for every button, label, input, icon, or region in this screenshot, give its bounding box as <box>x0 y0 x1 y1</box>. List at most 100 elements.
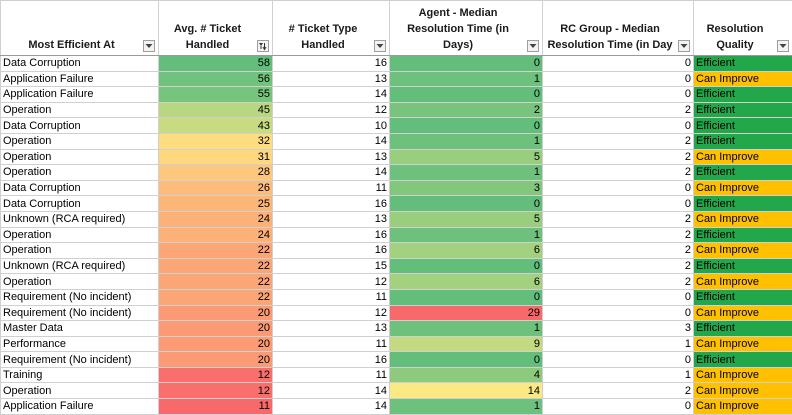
cell-avg-ticket-handled[interactable]: 28 <box>159 165 273 181</box>
cell-agent-median-time[interactable]: 9 <box>390 336 543 352</box>
cell-avg-ticket-handled[interactable]: 25 <box>159 196 273 212</box>
cell-most-efficient-at[interactable]: Operation <box>1 102 159 118</box>
cell-agent-median-time[interactable]: 29 <box>390 305 543 321</box>
cell-resolution-quality[interactable]: Can Improve <box>694 71 792 87</box>
cell-resolution-quality[interactable]: Can Improve <box>694 336 792 352</box>
cell-rc-group-median-time[interactable]: 2 <box>543 102 694 118</box>
cell-avg-ticket-handled[interactable]: 22 <box>159 243 273 259</box>
cell-rc-group-median-time[interactable]: 2 <box>543 227 694 243</box>
cell-rc-group-median-time[interactable]: 2 <box>543 258 694 274</box>
cell-agent-median-time[interactable]: 0 <box>390 118 543 134</box>
cell-agent-median-time[interactable]: 6 <box>390 243 543 259</box>
cell-rc-group-median-time[interactable]: 0 <box>543 399 694 415</box>
cell-resolution-quality[interactable]: Efficient <box>694 165 792 181</box>
cell-resolution-quality[interactable]: Can Improve <box>694 305 792 321</box>
cell-resolution-quality[interactable]: Efficient <box>694 87 792 103</box>
cell-ticket-type-handled[interactable]: 14 <box>273 383 390 399</box>
cell-most-efficient-at[interactable]: Unknown (RCA required) <box>1 258 159 274</box>
cell-rc-group-median-time[interactable]: 2 <box>543 274 694 290</box>
cell-most-efficient-at[interactable]: Application Failure <box>1 71 159 87</box>
cell-most-efficient-at[interactable]: Requirement (No incident) <box>1 289 159 305</box>
cell-resolution-quality[interactable]: Efficient <box>694 321 792 337</box>
cell-agent-median-time[interactable]: 3 <box>390 180 543 196</box>
cell-avg-ticket-handled[interactable]: 20 <box>159 336 273 352</box>
cell-avg-ticket-handled[interactable]: 12 <box>159 383 273 399</box>
cell-rc-group-median-time[interactable]: 2 <box>543 383 694 399</box>
cell-most-efficient-at[interactable]: Operation <box>1 243 159 259</box>
cell-agent-median-time[interactable]: 5 <box>390 211 543 227</box>
cell-avg-ticket-handled[interactable]: 24 <box>159 211 273 227</box>
cell-ticket-type-handled[interactable]: 12 <box>273 274 390 290</box>
filter-dropdown-icon[interactable] <box>777 40 789 52</box>
filter-dropdown-icon[interactable] <box>527 40 539 52</box>
cell-avg-ticket-handled[interactable]: 31 <box>159 149 273 165</box>
cell-ticket-type-handled[interactable]: 13 <box>273 211 390 227</box>
cell-rc-group-median-time[interactable]: 2 <box>543 133 694 149</box>
cell-rc-group-median-time[interactable]: 0 <box>543 87 694 103</box>
cell-avg-ticket-handled[interactable]: 26 <box>159 180 273 196</box>
cell-resolution-quality[interactable]: Can Improve <box>694 399 792 415</box>
cell-resolution-quality[interactable]: Efficient <box>694 102 792 118</box>
cell-ticket-type-handled[interactable]: 14 <box>273 133 390 149</box>
cell-avg-ticket-handled[interactable]: 11 <box>159 399 273 415</box>
cell-resolution-quality[interactable]: Efficient <box>694 133 792 149</box>
cell-avg-ticket-handled[interactable]: 22 <box>159 289 273 305</box>
cell-agent-median-time[interactable]: 5 <box>390 149 543 165</box>
cell-resolution-quality[interactable]: Efficient <box>694 196 792 212</box>
cell-avg-ticket-handled[interactable]: 22 <box>159 274 273 290</box>
cell-rc-group-median-time[interactable]: 0 <box>543 305 694 321</box>
cell-ticket-type-handled[interactable]: 11 <box>273 289 390 305</box>
cell-rc-group-median-time[interactable]: 0 <box>543 71 694 87</box>
cell-most-efficient-at[interactable]: Application Failure <box>1 399 159 415</box>
cell-resolution-quality[interactable]: Efficient <box>694 118 792 134</box>
cell-avg-ticket-handled[interactable]: 56 <box>159 71 273 87</box>
cell-rc-group-median-time[interactable]: 0 <box>543 352 694 368</box>
cell-ticket-type-handled[interactable]: 16 <box>273 56 390 72</box>
cell-most-efficient-at[interactable]: Data Corruption <box>1 180 159 196</box>
cell-avg-ticket-handled[interactable]: 20 <box>159 321 273 337</box>
cell-avg-ticket-handled[interactable]: 55 <box>159 87 273 103</box>
cell-resolution-quality[interactable]: Can Improve <box>694 367 792 383</box>
cell-rc-group-median-time[interactable]: 0 <box>543 289 694 305</box>
cell-agent-median-time[interactable]: 0 <box>390 56 543 72</box>
cell-ticket-type-handled[interactable]: 16 <box>273 352 390 368</box>
cell-rc-group-median-time[interactable]: 1 <box>543 367 694 383</box>
cell-most-efficient-at[interactable]: Operation <box>1 227 159 243</box>
cell-rc-group-median-time[interactable]: 2 <box>543 149 694 165</box>
cell-ticket-type-handled[interactable]: 11 <box>273 336 390 352</box>
cell-most-efficient-at[interactable]: Unknown (RCA required) <box>1 211 159 227</box>
cell-resolution-quality[interactable]: Efficient <box>694 289 792 305</box>
cell-resolution-quality[interactable]: Efficient <box>694 352 792 368</box>
filter-dropdown-icon[interactable] <box>374 40 386 52</box>
cell-most-efficient-at[interactable]: Requirement (No incident) <box>1 305 159 321</box>
cell-rc-group-median-time[interactable]: 0 <box>543 118 694 134</box>
cell-avg-ticket-handled[interactable]: 22 <box>159 258 273 274</box>
cell-most-efficient-at[interactable]: Operation <box>1 274 159 290</box>
cell-resolution-quality[interactable]: Can Improve <box>694 211 792 227</box>
cell-agent-median-time[interactable]: 0 <box>390 87 543 103</box>
cell-rc-group-median-time[interactable]: 0 <box>543 196 694 212</box>
cell-most-efficient-at[interactable]: Operation <box>1 165 159 181</box>
filter-dropdown-icon[interactable] <box>678 40 690 52</box>
cell-ticket-type-handled[interactable]: 16 <box>273 243 390 259</box>
cell-agent-median-time[interactable]: 4 <box>390 367 543 383</box>
cell-avg-ticket-handled[interactable]: 45 <box>159 102 273 118</box>
cell-ticket-type-handled[interactable]: 11 <box>273 180 390 196</box>
cell-agent-median-time[interactable]: 1 <box>390 165 543 181</box>
cell-agent-median-time[interactable]: 0 <box>390 352 543 368</box>
cell-avg-ticket-handled[interactable]: 20 <box>159 305 273 321</box>
cell-ticket-type-handled[interactable]: 14 <box>273 399 390 415</box>
cell-resolution-quality[interactable]: Can Improve <box>694 243 792 259</box>
cell-resolution-quality[interactable]: Can Improve <box>694 274 792 290</box>
cell-agent-median-time[interactable]: 0 <box>390 258 543 274</box>
cell-ticket-type-handled[interactable]: 14 <box>273 87 390 103</box>
cell-agent-median-time[interactable]: 0 <box>390 196 543 212</box>
cell-most-efficient-at[interactable]: Operation <box>1 133 159 149</box>
cell-most-efficient-at[interactable]: Application Failure <box>1 87 159 103</box>
cell-ticket-type-handled[interactable]: 13 <box>273 149 390 165</box>
cell-avg-ticket-handled[interactable]: 12 <box>159 367 273 383</box>
cell-rc-group-median-time[interactable]: 3 <box>543 321 694 337</box>
cell-ticket-type-handled[interactable]: 12 <box>273 305 390 321</box>
sort-filter-icon[interactable] <box>257 40 269 52</box>
cell-ticket-type-handled[interactable]: 13 <box>273 321 390 337</box>
